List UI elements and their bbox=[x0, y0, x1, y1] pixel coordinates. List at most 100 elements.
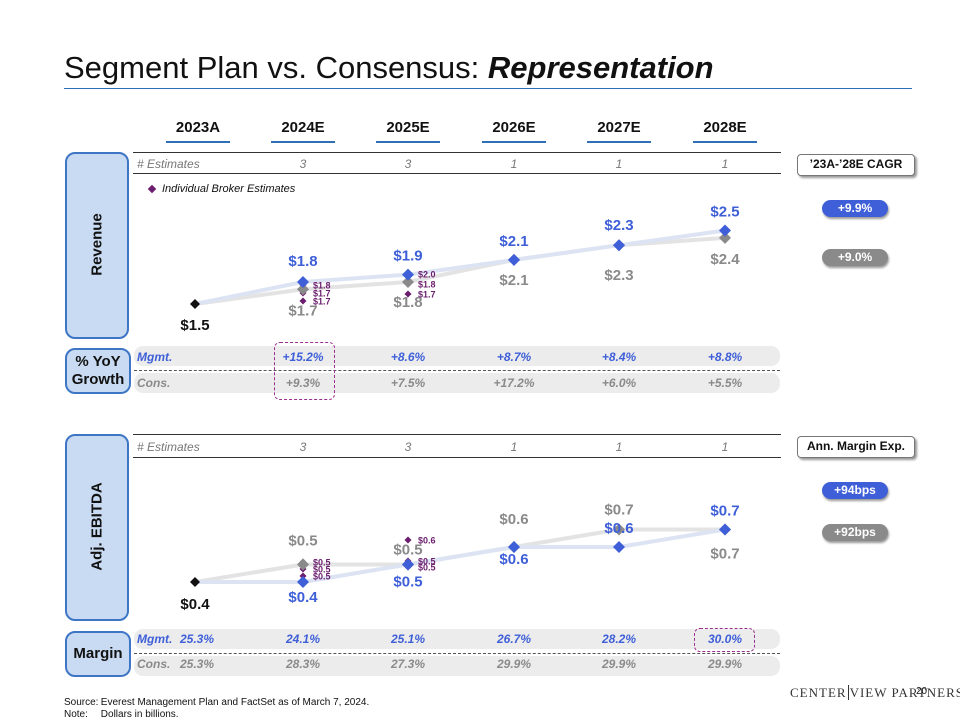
margin-cons-value: 29.9% bbox=[707, 657, 743, 671]
growth-separator bbox=[134, 370, 780, 371]
mgmt-value-label: $0.5 bbox=[393, 574, 422, 591]
revenue-segment-box bbox=[65, 152, 129, 339]
mgmt-point bbox=[508, 541, 520, 553]
cons-point bbox=[297, 558, 309, 571]
actual-value-label: $1.5 bbox=[180, 317, 209, 334]
margin-separator bbox=[134, 653, 780, 654]
logo-right: VIEW PARTNERS bbox=[849, 685, 960, 700]
broker-legend-label: Individual Broker Estimates bbox=[162, 183, 296, 195]
mgmt-value-label: $0.7 bbox=[710, 503, 739, 520]
revenue-estimate-count: 3 bbox=[299, 157, 307, 171]
revenue-estimates-label: # Estimates bbox=[137, 157, 200, 171]
margin-cons-value: 27.3% bbox=[390, 657, 426, 671]
cons-value-label: $0.5 bbox=[393, 542, 422, 559]
growth-cons-value: +5.5% bbox=[707, 376, 743, 390]
mgmt-value-label: $2.5 bbox=[710, 204, 739, 221]
ebitda-estimate-count: 1 bbox=[721, 440, 729, 454]
broker-estimate-point bbox=[404, 536, 412, 544]
growth-segment-box bbox=[65, 348, 131, 394]
mgmt-point bbox=[508, 253, 520, 266]
page-title: Segment Plan vs. Consensus: Representati… bbox=[64, 50, 714, 86]
margin-cons-band bbox=[134, 656, 780, 676]
ebitda-estimates-label: # Estimates bbox=[137, 440, 200, 454]
cons-value-label: $0.6 bbox=[499, 511, 528, 528]
margin-segment-box bbox=[65, 631, 131, 677]
cons-point bbox=[613, 523, 625, 536]
broker-estimate-label: $0.5 bbox=[313, 572, 331, 582]
growth-highlight-box bbox=[274, 342, 335, 400]
growth-cons-value: +9.3% bbox=[285, 376, 321, 390]
mgmt-point bbox=[613, 541, 625, 553]
footer-notes: Source: Everest Management Plan and Fact… bbox=[64, 697, 369, 721]
year-underline bbox=[271, 141, 335, 143]
revenue-estimate-count: 1 bbox=[721, 157, 729, 171]
ebitda-estimate-count: 1 bbox=[615, 440, 623, 454]
revenue-mgmt-cagr-pill: +9.9% bbox=[822, 200, 888, 217]
broker-estimate-label: $0.5 bbox=[313, 558, 331, 568]
growth-cons-label: Cons. bbox=[137, 376, 171, 390]
revenue-estimates-bottom-rule bbox=[133, 173, 781, 174]
cons-point bbox=[297, 283, 309, 296]
cons-point bbox=[402, 275, 414, 288]
year-header-2026e: 2026E bbox=[492, 119, 536, 136]
cons-value-label: $2.3 bbox=[604, 267, 633, 284]
cons-value-label: $2.1 bbox=[499, 272, 528, 289]
mgmt-point bbox=[719, 523, 731, 536]
broker-estimate-label: $1.7 bbox=[313, 289, 331, 299]
mgmt-point bbox=[402, 558, 414, 571]
title-emphasis: Representation bbox=[487, 50, 714, 85]
growth-mgmt-label: Mgmt. bbox=[137, 350, 173, 364]
ebitda-estimate-count: 1 bbox=[510, 440, 518, 454]
margin-mgmt-band bbox=[134, 629, 780, 649]
source-line: Source: Everest Management Plan and Fact… bbox=[64, 697, 369, 709]
year-header-2025e: 2025E bbox=[386, 119, 430, 136]
margin-segment-label: Margin bbox=[73, 645, 123, 662]
cons-value-label: $2.4 bbox=[710, 251, 740, 268]
ebitda-estimates-top-rule bbox=[133, 434, 781, 435]
mgmt-value-label: $1.9 bbox=[393, 248, 422, 265]
mgmt-point bbox=[613, 239, 625, 252]
broker-estimate-label: $1.7 bbox=[313, 297, 331, 307]
ebitda-cons-margin-exp-pill: +92bps bbox=[822, 524, 888, 541]
note-text: Dollars in billions. bbox=[100, 709, 179, 720]
broker-estimate-label: $1.8 bbox=[418, 280, 436, 290]
cons-value-label: $1.7 bbox=[288, 302, 317, 319]
growth-mgmt-value: +8.4% bbox=[601, 350, 637, 364]
ebitda-estimates-bottom-rule bbox=[133, 457, 781, 458]
margin-mgmt-value: 28.2% bbox=[601, 632, 637, 646]
margin-mgmt-value: 25.3% bbox=[179, 632, 215, 646]
mgmt-value-label: $2.1 bbox=[499, 233, 528, 250]
cons-value-label: $0.7 bbox=[710, 546, 739, 563]
growth-cons-value: +6.0% bbox=[601, 376, 637, 390]
margin-mgmt-label: Mgmt. bbox=[137, 632, 173, 646]
margin-highlight-box bbox=[694, 628, 755, 652]
revenue-estimates-top-rule bbox=[133, 152, 781, 153]
year-header-2024e: 2024E bbox=[281, 119, 325, 136]
ebitda-estimate-count: 3 bbox=[404, 440, 412, 454]
actual-point bbox=[190, 577, 200, 587]
source-key: Source: bbox=[64, 697, 99, 708]
margin-cons-value: 29.9% bbox=[496, 657, 532, 671]
cons-value-label: $0.7 bbox=[604, 502, 633, 519]
growth-mgmt-value: +15.2% bbox=[282, 350, 324, 364]
growth-mgmt-band bbox=[134, 346, 780, 366]
page-number: 20 bbox=[916, 686, 928, 697]
cons-point bbox=[719, 231, 731, 244]
revenue-estimate-count: 3 bbox=[404, 157, 412, 171]
year-header-2028e: 2028E bbox=[703, 119, 747, 136]
growth-segment-label: % YoY Growth bbox=[71, 353, 125, 388]
year-underline bbox=[587, 141, 651, 143]
revenue-cagr-header: ’23A-’28E CAGR bbox=[797, 154, 915, 176]
actual-point bbox=[190, 299, 200, 309]
growth-cons-band bbox=[134, 373, 780, 393]
mgmt-series-line bbox=[195, 527, 726, 584]
logo-left: CENTER bbox=[790, 685, 847, 700]
growth-mgmt-value: +8.6% bbox=[390, 350, 426, 364]
growth-cons-value: +7.5% bbox=[390, 376, 426, 390]
year-header-2023a: 2023A bbox=[175, 119, 221, 136]
margin-expansion-header: Ann. Margin Exp. bbox=[797, 436, 915, 458]
margin-mgmt-value: 30.0% bbox=[707, 632, 743, 646]
ebitda-segment-box bbox=[65, 434, 129, 621]
mgmt-value-label: $0.4 bbox=[288, 589, 318, 606]
